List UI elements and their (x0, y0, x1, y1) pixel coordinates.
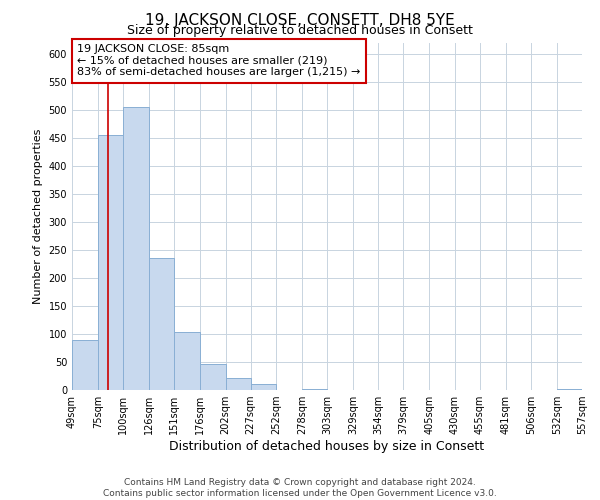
Text: 19, JACKSON CLOSE, CONSETT, DH8 5YE: 19, JACKSON CLOSE, CONSETT, DH8 5YE (145, 12, 455, 28)
Text: Size of property relative to detached houses in Consett: Size of property relative to detached ho… (127, 24, 473, 37)
Text: Contains HM Land Registry data © Crown copyright and database right 2024.
Contai: Contains HM Land Registry data © Crown c… (103, 478, 497, 498)
Y-axis label: Number of detached properties: Number of detached properties (33, 128, 43, 304)
Text: 19 JACKSON CLOSE: 85sqm
← 15% of detached houses are smaller (219)
83% of semi-d: 19 JACKSON CLOSE: 85sqm ← 15% of detache… (77, 44, 361, 78)
X-axis label: Distribution of detached houses by size in Consett: Distribution of detached houses by size … (169, 440, 485, 453)
